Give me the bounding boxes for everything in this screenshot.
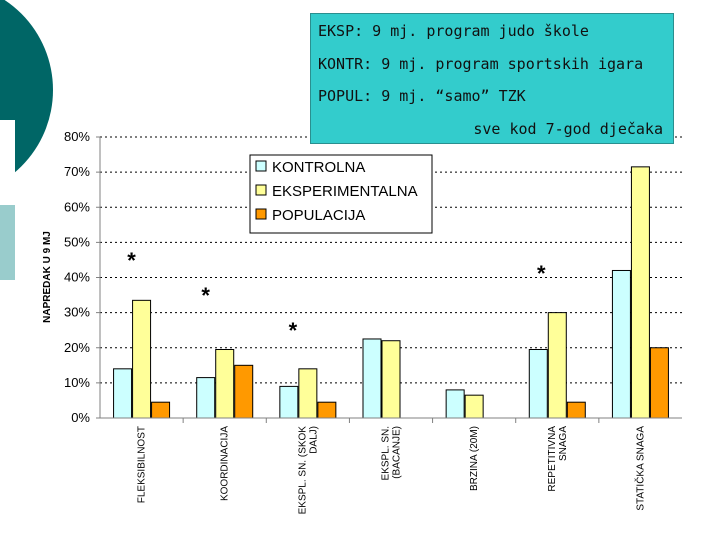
bar-populacija xyxy=(566,401,586,419)
legend: KONTROLNA EKSPERIMENTALNA POPULACIJA xyxy=(249,154,433,234)
legend-swatch-populacija xyxy=(255,208,267,220)
bar-kontrolna xyxy=(196,377,216,419)
bar-kontrolna xyxy=(611,269,631,419)
significance-asterisk: * xyxy=(289,318,298,343)
y-tick-label: 70% xyxy=(64,164,90,179)
legend-swatch-kontrolna xyxy=(255,160,267,172)
legend-label-populacija: POPULACIJA xyxy=(272,207,365,224)
x-tick-label: EKSPL. SN. xyxy=(381,426,392,480)
info-line-popul: POPUL: 9 mj. “samo” TZK xyxy=(318,87,526,105)
significance-asterisk: * xyxy=(537,261,546,286)
x-tick-label: EKSPL. SN. (SKOK xyxy=(297,426,308,515)
bar-eksperimentalna xyxy=(547,312,567,419)
y-tick-label: 80% xyxy=(64,129,90,144)
bar-populacija xyxy=(234,364,254,419)
legend-swatch-eksperimentalna xyxy=(255,184,267,196)
significance-asterisk: * xyxy=(201,283,210,308)
y-axis-ticks: 0% 10% 20% 30% 40% 50% 60% 70% 80% xyxy=(64,129,100,425)
info-line-eksp: EKSP: 9 mj. program judo škole xyxy=(318,22,589,40)
x-tick-label: FLEKSIBILNOST xyxy=(137,426,148,503)
y-tick-label: 60% xyxy=(64,199,90,214)
y-tick-label: 50% xyxy=(64,234,90,249)
y-tick-label: 30% xyxy=(64,305,90,320)
legend-label-kontrolna: KONTROLNA xyxy=(272,159,365,176)
bars xyxy=(113,166,669,419)
bar-kontrolna xyxy=(445,389,465,419)
y-axis-label: NAPREDAK U 9 MJ xyxy=(42,231,53,323)
y-tick-label: 20% xyxy=(64,340,90,355)
bar-kontrolna xyxy=(279,385,299,419)
x-tick-label: SNAGA xyxy=(558,426,569,461)
bar-populacija xyxy=(151,401,171,419)
legend-box xyxy=(249,154,433,234)
bar-eksperimentalna xyxy=(381,340,401,419)
info-line-kontr: KONTR: 9 mj. program sportskih igara xyxy=(318,55,644,73)
bar-eksperimentalna xyxy=(298,368,318,419)
bar-eksperimentalna xyxy=(630,166,650,419)
x-tick-label: DALJ) xyxy=(308,426,319,454)
info-line-note: sve kod 7-god dječaka xyxy=(473,120,663,138)
x-tick-label: BRZINA (20M) xyxy=(469,426,480,491)
significance-asterisk: * xyxy=(127,248,136,273)
bar-kontrolna xyxy=(362,338,382,419)
bar-populacija xyxy=(317,401,337,419)
y-tick-label: 40% xyxy=(64,270,90,285)
x-axis-labels: FLEKSIBILNOST KOORDINACIJA EKSPL. SN. (SKO… xyxy=(137,418,646,515)
bar-eksperimentalna xyxy=(215,349,235,419)
bar-populacija xyxy=(649,347,669,419)
x-tick-label: STATIČKA SNAGA xyxy=(633,426,646,511)
bar-kontrolna xyxy=(528,349,548,419)
light-teal-strip xyxy=(0,205,15,280)
bar-eksperimentalna xyxy=(132,299,152,419)
bar-eksperimentalna xyxy=(464,394,484,419)
x-tick-label: (BACANJE) xyxy=(392,426,403,479)
info-box: EKSP: 9 mj. program judo škole KONTR: 9 … xyxy=(310,13,674,144)
y-tick-label: 0% xyxy=(71,410,90,425)
y-tick-label: 10% xyxy=(64,375,90,390)
legend-label-eksperimentalna: EKSPERIMENTALNA xyxy=(272,183,418,200)
x-tick-label: KOORDINACIJA xyxy=(220,426,231,501)
bar-kontrolna xyxy=(113,368,133,419)
x-tick-label: REPETITIVNA xyxy=(547,426,558,492)
